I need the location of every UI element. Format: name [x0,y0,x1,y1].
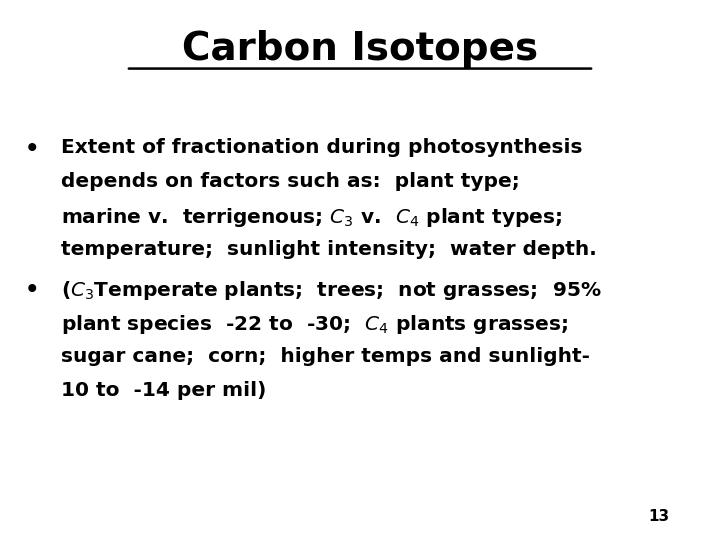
Text: •: • [25,279,40,302]
Text: •: • [25,138,40,161]
Text: depends on factors such as:  plant type;: depends on factors such as: plant type; [61,172,520,191]
Text: Carbon Isotopes: Carbon Isotopes [182,30,538,68]
Text: sugar cane;  corn;  higher temps and sunlight-: sugar cane; corn; higher temps and sunli… [61,347,590,366]
Text: 13: 13 [649,509,670,524]
Text: temperature;  sunlight intensity;  water depth.: temperature; sunlight intensity; water d… [61,240,597,259]
Text: Extent of fractionation during photosynthesis: Extent of fractionation during photosynt… [61,138,582,157]
Text: marine v.  terrigenous; $\mathit{C}_3$ v.  $\mathit{C}_4$ plant types;: marine v. terrigenous; $\mathit{C}_3$ v.… [61,206,562,229]
Text: ($\mathit{C}_3$Temperate plants;  trees;  not grasses;  95%: ($\mathit{C}_3$Temperate plants; trees; … [61,279,602,302]
Text: 10 to  -14 per mil): 10 to -14 per mil) [61,381,266,400]
Text: plant species  -22 to  -30;  $\mathit{C}_4$ plants grasses;: plant species -22 to -30; $\mathit{C}_4$… [61,313,568,336]
